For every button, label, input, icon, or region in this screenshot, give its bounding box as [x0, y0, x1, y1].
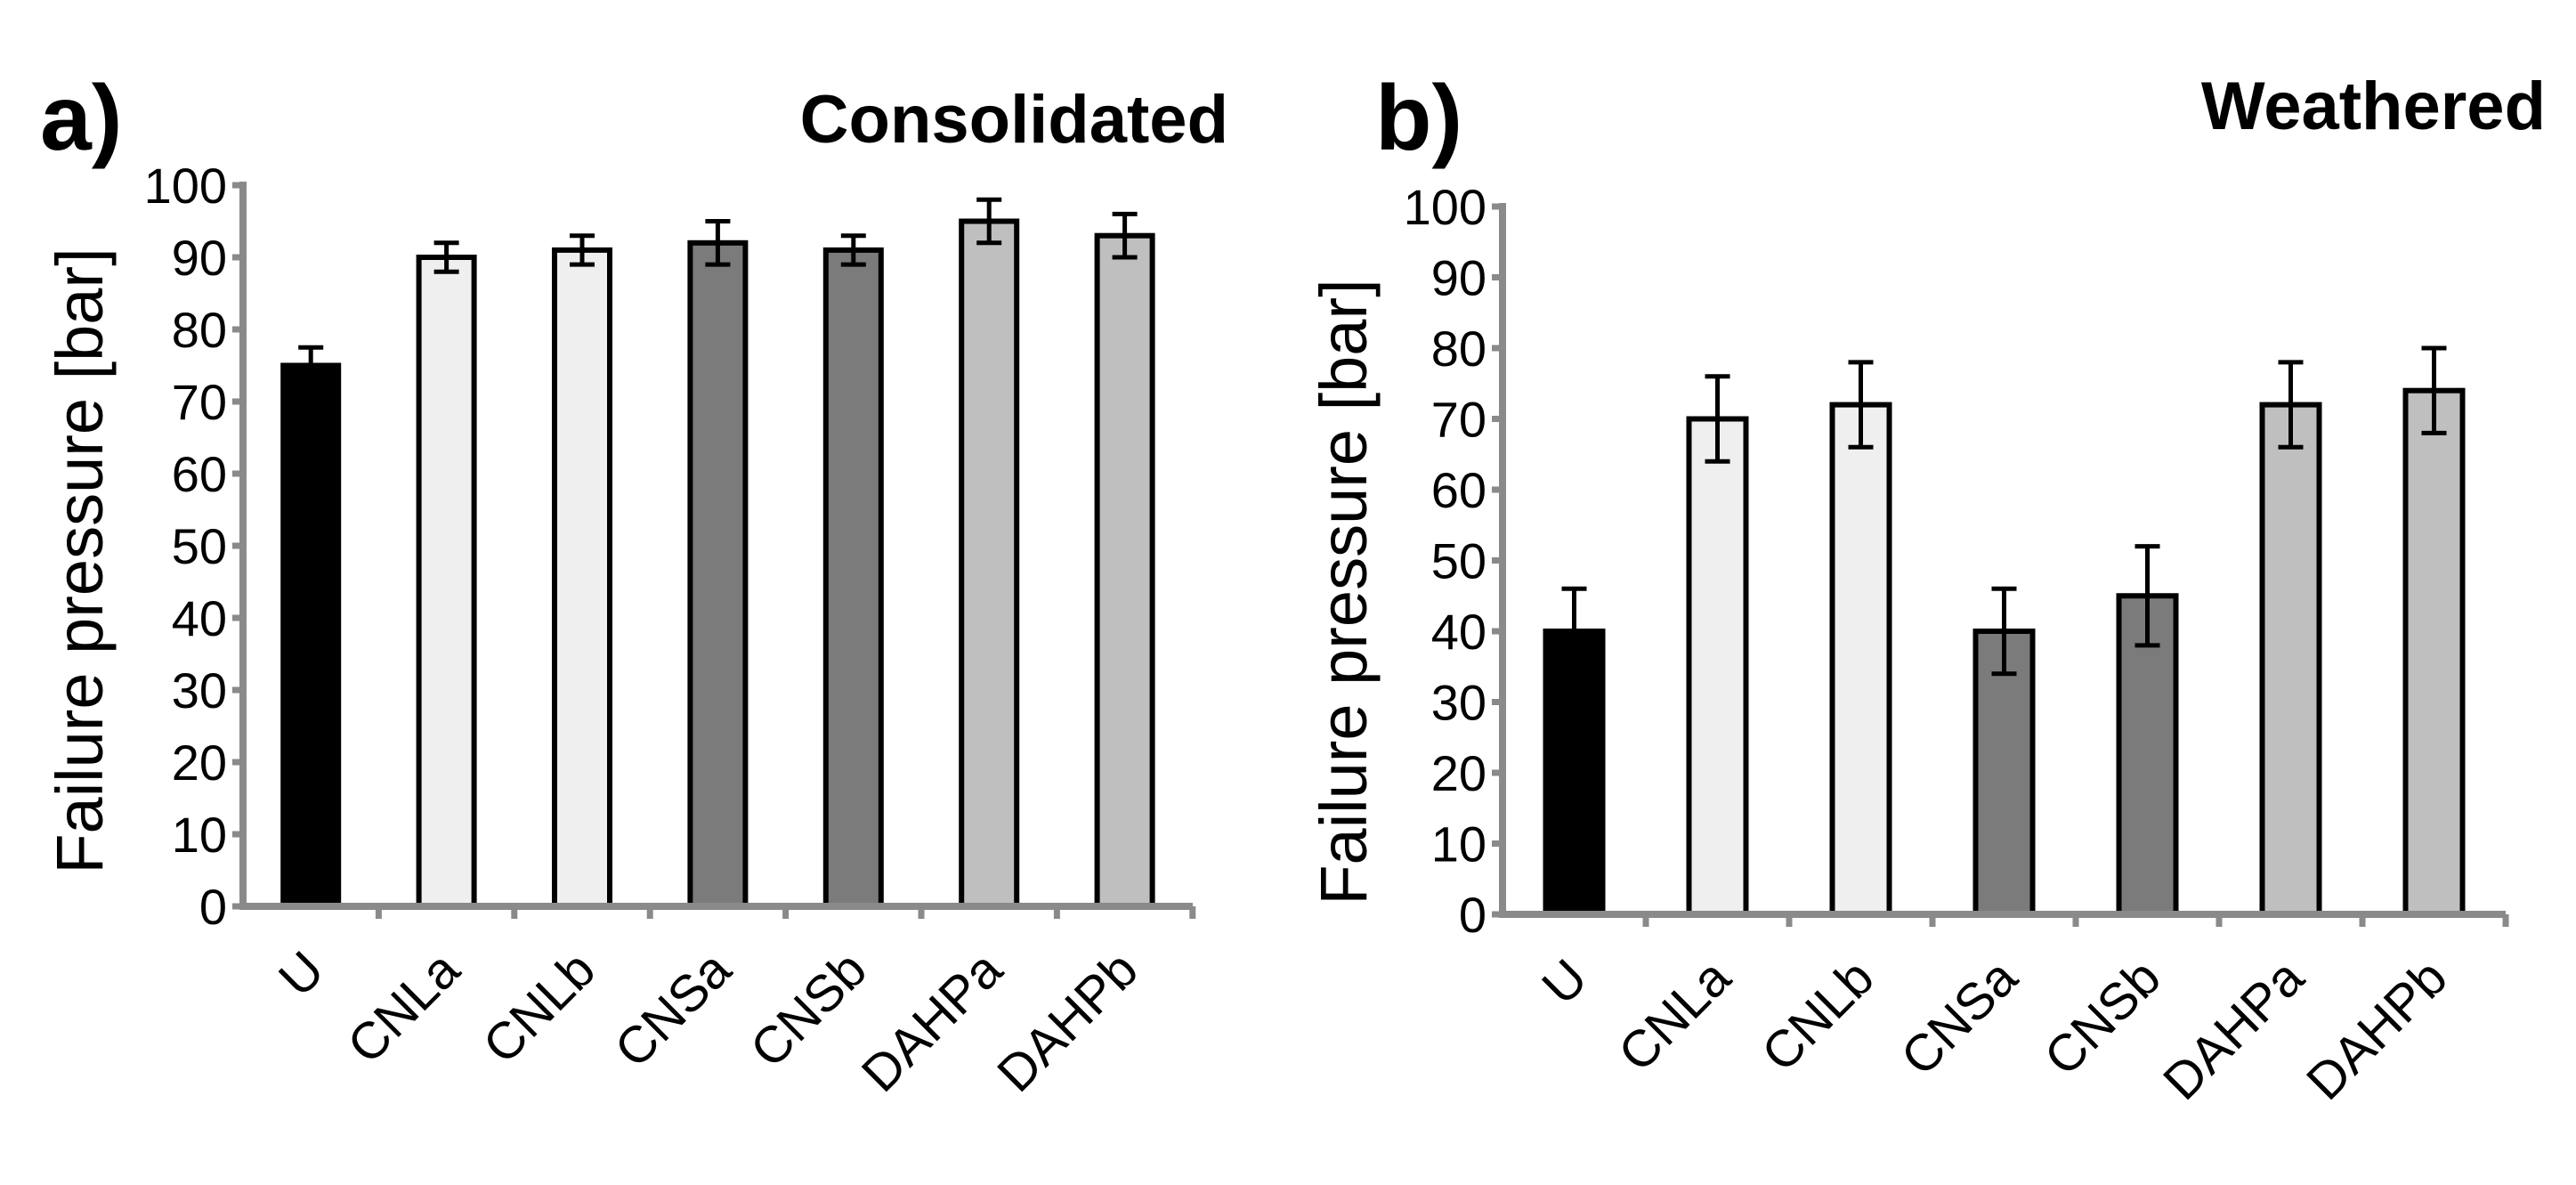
- y-tick-label: 30: [1431, 675, 1486, 731]
- y-tick-label: 100: [144, 158, 227, 214]
- bar-dahpb: [1094, 232, 1155, 909]
- panel-letter: a): [40, 67, 122, 170]
- error-bar-cnsb: [2135, 544, 2160, 648]
- y-tick-label: 20: [172, 735, 227, 791]
- error-bar-cnla: [433, 240, 459, 274]
- x-tick-label: DAHPb: [2296, 948, 2459, 1111]
- y-axis-label: Failure pressure [bar]: [43, 248, 117, 873]
- panel-letter: b): [1375, 67, 1462, 170]
- y-tick-label: 80: [1431, 321, 1486, 377]
- x-tick-label: CNLa: [336, 940, 471, 1075]
- error-bar-u: [1561, 586, 1587, 677]
- bar-cnla: [416, 255, 477, 909]
- x-tick-label: DAHPb: [986, 940, 1149, 1103]
- error-bar-dahpa: [976, 197, 1002, 246]
- y-tick-label: 50: [172, 518, 227, 574]
- panel-weathered: b) Weathered Failure pressure [bar] 0 10 2…: [1307, 67, 2546, 1111]
- y-tick-label: 10: [172, 807, 227, 863]
- bar-cnlb: [1829, 402, 1892, 918]
- bar-cnsa: [1973, 629, 2036, 917]
- x-tick-label: CNLb: [472, 940, 606, 1075]
- x-tick-label: DAHPa: [851, 940, 1014, 1103]
- y-tick-label: 90: [1431, 250, 1486, 306]
- x-tick-label: CNSa: [603, 940, 742, 1079]
- y-tick-label: 30: [172, 662, 227, 718]
- chart-title: Consolidated: [800, 82, 1228, 158]
- y-tick-label: 20: [1431, 745, 1486, 801]
- y-tick-label: 40: [1431, 604, 1486, 660]
- x-tick-label: CNLa: [1608, 948, 1742, 1083]
- x-tick-label: U: [268, 940, 336, 1008]
- y-tick-label: 100: [1404, 179, 1486, 235]
- bar-cnsb: [822, 247, 884, 909]
- error-bar-dahpa: [2278, 360, 2304, 450]
- chart-title: Weathered: [2201, 69, 2546, 144]
- bar-cnsa: [687, 239, 749, 909]
- panel-consolidated: a) Consolidated Failure pressure [bar] 0…: [40, 67, 1228, 1103]
- y-tick-label: 0: [199, 879, 227, 935]
- y-tick-label: 70: [1431, 392, 1486, 448]
- y-tick-label: 70: [172, 374, 227, 430]
- y-tick-label: 40: [172, 590, 227, 646]
- error-bar-cnlb: [570, 233, 595, 267]
- x-tick-label: U: [1531, 948, 1599, 1016]
- error-bar-cnsb: [840, 233, 866, 267]
- error-bar-u: [298, 345, 324, 386]
- bar-dahpa: [959, 218, 1020, 909]
- y-tick-label: 90: [172, 230, 227, 286]
- y-tick-label: 60: [172, 446, 227, 502]
- bar-cnla: [1686, 416, 1749, 917]
- error-bar-cnsa: [1991, 586, 2017, 677]
- bar-u: [280, 362, 342, 909]
- error-bar-dahpb: [2421, 345, 2447, 435]
- y-tick-label: 50: [1431, 533, 1486, 589]
- x-tick-label: CNLb: [1751, 948, 1885, 1083]
- x-tick-label: CNSa: [1890, 948, 2029, 1087]
- error-bar-cnlb: [1848, 360, 1874, 450]
- y-axis-label: Failure pressure [bar]: [1307, 279, 1381, 905]
- y-tick-label: 80: [172, 302, 227, 358]
- error-bar-cnsa: [705, 219, 731, 267]
- bar-dahpb: [2402, 387, 2466, 917]
- error-bar-dahpb: [1112, 211, 1138, 260]
- y-tick-label: 60: [1431, 462, 1486, 518]
- x-tick-label: DAHPa: [2152, 948, 2315, 1111]
- y-tick-label: 0: [1459, 887, 1486, 943]
- bar-cnlb: [552, 247, 612, 909]
- bar-dahpa: [2259, 402, 2322, 918]
- error-bar-cnla: [1705, 374, 1730, 464]
- x-tick-label: CNSb: [2033, 948, 2171, 1086]
- y-tick-label: 10: [1431, 816, 1486, 873]
